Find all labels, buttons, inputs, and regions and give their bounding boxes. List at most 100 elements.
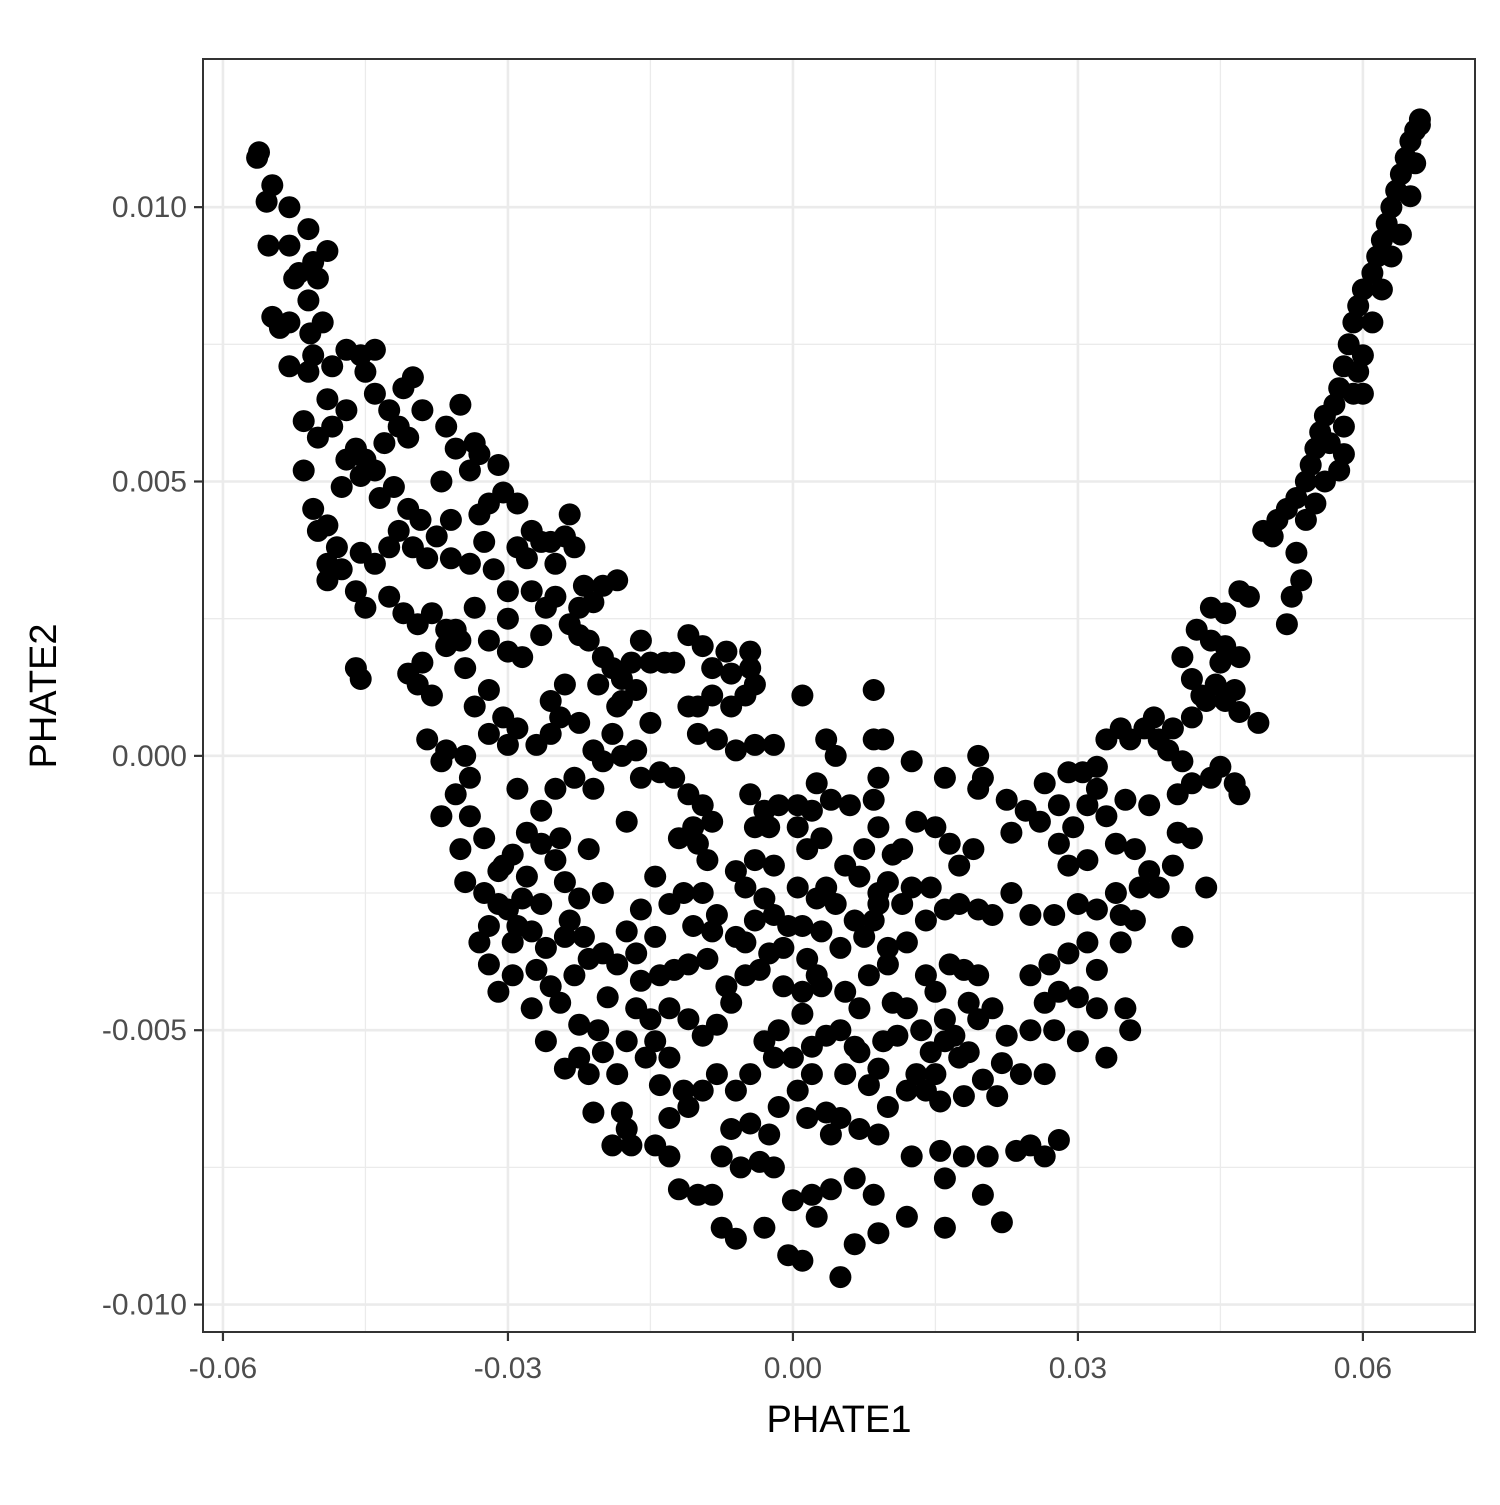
data-point	[591, 574, 614, 597]
data-point	[1076, 931, 1099, 954]
data-point	[248, 141, 270, 164]
data-point	[800, 1183, 823, 1206]
data-points	[246, 108, 1431, 1289]
data-point	[1066, 986, 1089, 1009]
data-point	[582, 1101, 605, 1124]
data-point	[477, 953, 500, 976]
data-point	[862, 679, 885, 701]
data-point	[796, 1107, 819, 1129]
data-point	[658, 1107, 681, 1129]
data-point	[696, 947, 719, 970]
data-point	[691, 1024, 714, 1047]
x-tick-label: 0.00	[764, 1352, 822, 1385]
data-point	[843, 909, 866, 932]
data-point	[591, 1041, 614, 1064]
data-point	[306, 267, 329, 290]
data-point	[278, 355, 301, 378]
data-point	[701, 810, 724, 833]
data-point	[829, 1107, 852, 1129]
data-point	[1085, 898, 1108, 921]
data-point	[1247, 711, 1270, 734]
data-point	[705, 904, 728, 926]
data-point	[306, 426, 329, 449]
data-point	[900, 750, 923, 773]
data-point	[805, 964, 828, 987]
data-point	[829, 936, 852, 959]
data-point	[525, 958, 548, 981]
data-point	[677, 1096, 700, 1118]
data-point	[686, 695, 709, 718]
data-point	[568, 711, 591, 734]
data-point	[1328, 459, 1351, 482]
data-point	[933, 1008, 956, 1031]
data-point	[948, 1046, 971, 1069]
data-point	[1361, 311, 1384, 334]
data-point	[1166, 783, 1189, 806]
data-point	[316, 240, 339, 262]
data-point	[506, 536, 529, 559]
data-point	[867, 1057, 890, 1080]
data-point	[786, 794, 809, 817]
data-point	[729, 1156, 752, 1179]
y-tick-label: 0.010	[112, 191, 187, 224]
data-point	[363, 382, 386, 405]
data-point	[477, 915, 500, 937]
data-point	[1389, 223, 1412, 246]
data-point	[1043, 1019, 1066, 1042]
data-point	[515, 865, 538, 888]
data-point	[430, 805, 453, 828]
data-point	[943, 1024, 966, 1047]
data-point	[1275, 613, 1298, 636]
data-point	[506, 717, 529, 740]
data-point	[767, 1096, 790, 1118]
data-point	[724, 1079, 747, 1102]
data-point	[416, 547, 439, 570]
data-point	[815, 876, 838, 899]
data-point	[601, 722, 624, 745]
data-point	[382, 476, 405, 498]
data-point	[1342, 311, 1365, 334]
data-point	[857, 964, 880, 987]
data-point	[520, 997, 543, 1020]
data-point	[558, 909, 581, 932]
data-point	[278, 234, 301, 257]
data-point	[553, 1057, 576, 1080]
data-point	[848, 997, 871, 1020]
data-point	[544, 552, 567, 575]
data-point	[454, 744, 477, 767]
data-point	[349, 541, 372, 564]
data-point	[1043, 904, 1066, 926]
data-point	[534, 936, 557, 959]
data-point	[449, 838, 472, 861]
data-point	[530, 832, 553, 855]
data-point	[553, 673, 576, 696]
data-point	[986, 1085, 1009, 1108]
data-point	[914, 909, 937, 932]
data-point	[534, 1030, 557, 1053]
data-point	[378, 585, 401, 608]
data-point	[1066, 893, 1089, 915]
data-point	[1142, 706, 1165, 729]
data-point	[791, 684, 814, 707]
data-point	[582, 777, 605, 800]
data-point	[990, 1211, 1013, 1234]
data-point	[1123, 838, 1146, 861]
data-point	[682, 915, 705, 937]
data-point	[677, 624, 700, 647]
data-point	[1138, 794, 1161, 817]
data-point	[1171, 750, 1194, 773]
data-point	[1285, 487, 1308, 509]
data-point	[397, 426, 420, 449]
data-point	[1128, 876, 1151, 899]
data-point	[568, 887, 591, 910]
data-point	[1033, 1063, 1056, 1086]
data-point	[739, 1063, 762, 1086]
data-point	[914, 964, 937, 987]
data-point	[439, 547, 462, 570]
data-point	[724, 739, 747, 762]
data-point	[758, 816, 781, 839]
data-point	[492, 854, 515, 877]
data-point	[705, 728, 728, 751]
data-point	[639, 651, 662, 674]
